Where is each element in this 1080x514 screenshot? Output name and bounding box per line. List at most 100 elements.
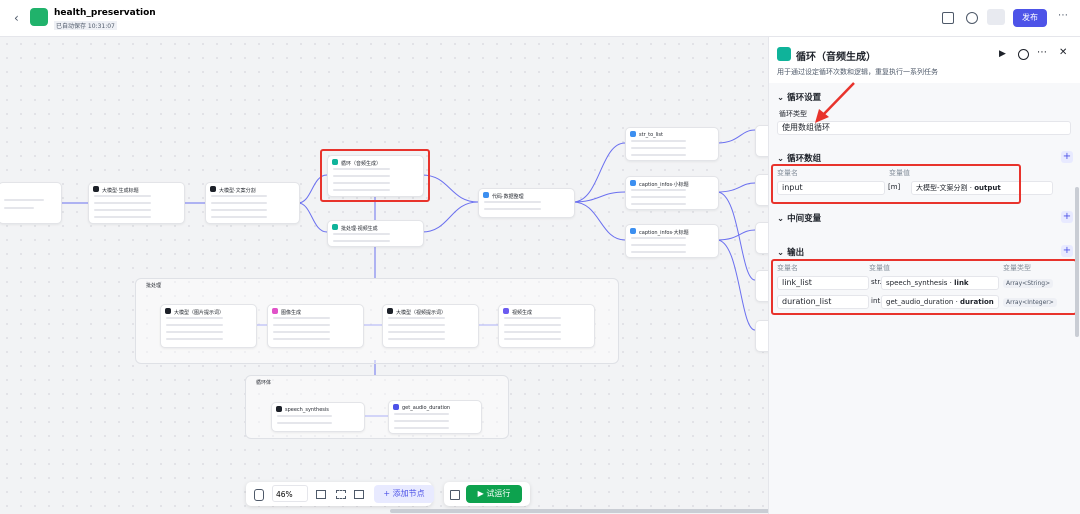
node-icon — [272, 308, 278, 314]
back-button[interactable]: ‹ — [14, 11, 19, 25]
more-button[interactable]: ⋯ — [1058, 10, 1068, 21]
node-line — [333, 189, 390, 191]
close-icon[interactable]: ✕ — [1059, 47, 1068, 58]
node[interactable]: 大模型·文案分割 — [205, 182, 300, 224]
add-node-button[interactable]: + 添加节点 — [374, 485, 434, 503]
node-line — [388, 338, 445, 340]
icon-users[interactable] — [987, 9, 1005, 25]
node[interactable] — [0, 182, 62, 224]
var-name-input[interactable]: duration_list — [777, 295, 869, 309]
node-line — [211, 209, 267, 211]
heading-text: 循环设置 — [787, 93, 822, 103]
node-title: caption_infos·大标题 — [639, 230, 689, 236]
node-icon — [276, 406, 282, 412]
node[interactable]: caption_infos·小标题 — [625, 176, 719, 210]
node[interactable]: 循环（音频生成） — [327, 155, 424, 197]
var-type-tag[interactable]: Array<Integer> — [1003, 298, 1057, 307]
var-name-input[interactable]: link_list — [777, 276, 869, 290]
section-heading[interactable]: ⌄ 输出 — [777, 248, 805, 258]
icon-copy[interactable] — [942, 12, 954, 24]
publish-button[interactable]: 发布 — [1013, 9, 1047, 27]
node-title: speech_synthesis — [285, 407, 329, 413]
node-title: 大模型（图片提示词） — [174, 310, 225, 316]
node-line — [504, 324, 561, 326]
more-icon[interactable]: ⋯ — [1037, 47, 1047, 58]
node-icon — [630, 180, 636, 186]
icon-comment[interactable] — [316, 490, 326, 499]
node-line — [388, 324, 445, 326]
node-line — [211, 195, 267, 197]
node-line — [631, 147, 687, 149]
bottom-toolbar: 46% + 添加节点 — [246, 482, 434, 506]
var-value-ref[interactable]: 大模型-文案分割 · output — [911, 181, 1053, 195]
icon-debug[interactable] — [450, 490, 460, 500]
node-icon — [630, 131, 636, 137]
ref-source: 大模型-文案分割 — [916, 184, 968, 192]
add-button[interactable]: + — [1061, 211, 1073, 223]
icon-layout[interactable] — [354, 490, 364, 499]
loop-type-select[interactable]: 使用数组循环 — [777, 121, 1071, 135]
section-heading[interactable]: ⌄ 中间变量 — [777, 214, 822, 224]
node-line — [333, 175, 390, 177]
node-line — [166, 324, 223, 326]
node-line — [631, 203, 687, 205]
node-line — [631, 237, 687, 239]
run-button[interactable]: ▶ 试运行 — [466, 485, 522, 503]
panel-title: 循环（音频生成） — [796, 52, 876, 63]
node-line — [277, 415, 333, 417]
var-value-ref[interactable]: get_audio_duration · duration — [881, 295, 999, 309]
var-type: int. — [871, 297, 883, 305]
node[interactable]: 代码·数据整理 — [478, 188, 575, 218]
node-line — [277, 422, 333, 424]
add-button[interactable]: + — [1061, 151, 1073, 163]
panel-scrollbar — [1075, 187, 1079, 337]
node-title: 大模型·生成标题 — [102, 188, 139, 194]
var-type-tag[interactable]: Array<String> — [1003, 279, 1054, 288]
help-icon[interactable] — [1018, 49, 1029, 60]
node[interactable]: 大模型（图片提示词） — [160, 304, 257, 348]
node[interactable]: get_audio_duration — [388, 400, 482, 434]
section-heading[interactable]: ⌄ 循环数组 — [777, 154, 822, 164]
node[interactable]: 大模型（视频提示词） — [382, 304, 479, 348]
var-name-input[interactable]: input — [777, 181, 885, 195]
node-icon — [503, 308, 509, 314]
icon-mouse[interactable] — [254, 489, 264, 501]
node-line — [504, 331, 561, 333]
node[interactable]: 大模型·生成标题 — [88, 182, 185, 224]
ref-field: output — [974, 184, 1001, 192]
node-line — [631, 196, 687, 198]
node-title: 大模型（视频提示词） — [396, 310, 447, 316]
node[interactable]: 图像生成 — [267, 304, 364, 348]
node[interactable]: 批处理·视频生成 — [327, 220, 424, 247]
node[interactable]: str_to_list — [625, 127, 719, 161]
node-line — [333, 233, 390, 235]
node-title: 图像生成 — [281, 310, 302, 316]
zoom-select[interactable]: 46% — [272, 485, 308, 502]
scrollbar — [390, 509, 770, 513]
icon-grid[interactable] — [336, 490, 346, 499]
node-line — [273, 331, 330, 333]
panel-header: 循环（音频生成） ▶ ⋯ ✕ 用于通过设定循环次数和逻辑，重复执行一系列任务 — [769, 37, 1080, 83]
icon-history[interactable] — [966, 12, 978, 24]
node[interactable]: speech_synthesis — [271, 402, 365, 432]
column-header: 变量类型 — [1003, 264, 1031, 272]
node-line — [94, 216, 151, 218]
node-line — [166, 338, 223, 340]
app-icon — [30, 8, 48, 26]
add-button[interactable]: + — [1061, 245, 1073, 257]
panel-description: 用于通过设定循环次数和逻辑，重复执行一系列任务 — [777, 68, 938, 76]
section-heading[interactable]: ⌄ 循环设置 — [777, 93, 822, 103]
loop-icon — [777, 47, 791, 61]
node[interactable]: 视频生成 — [498, 304, 595, 348]
highlight-box — [320, 149, 430, 202]
group-title: 循环体 — [256, 380, 272, 386]
node-icon — [483, 192, 489, 198]
ref-field: duration — [960, 298, 994, 306]
node-title: caption_infos·小标题 — [639, 182, 689, 188]
var-value-ref[interactable]: speech_synthesis · link — [881, 276, 999, 290]
node-line — [333, 240, 390, 242]
run-icon[interactable]: ▶ — [999, 49, 1006, 59]
node[interactable]: caption_infos·大标题 — [625, 224, 719, 258]
node-line — [394, 420, 450, 422]
